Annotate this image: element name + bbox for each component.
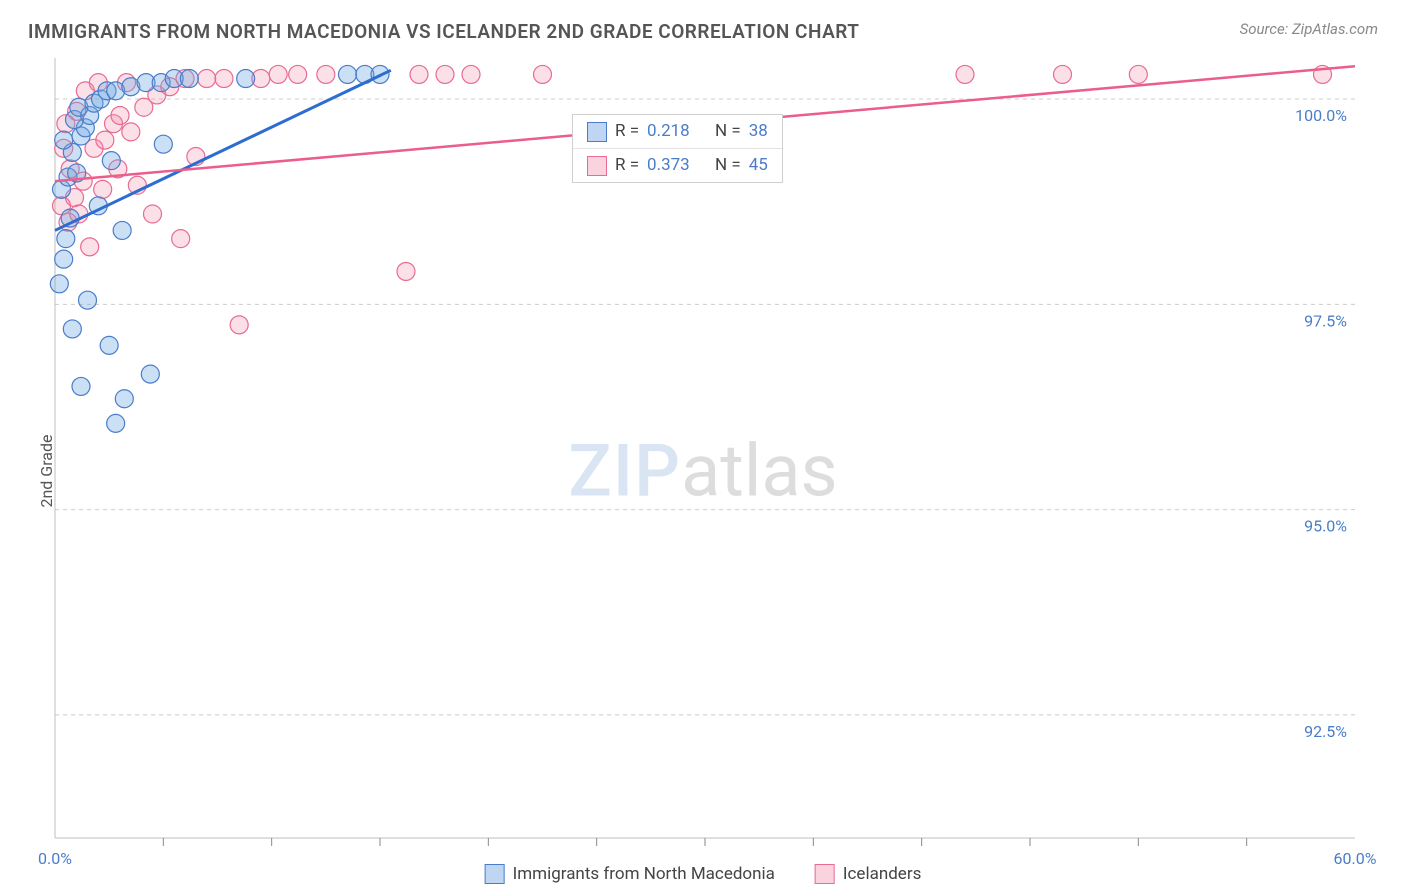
data-point (50, 275, 68, 293)
data-point (410, 65, 428, 83)
legend-row: R = 0.373 N = 45 (573, 148, 782, 182)
legend-swatch (485, 864, 505, 884)
data-point (115, 390, 133, 408)
data-point (180, 70, 198, 88)
series-legend-label: Icelanders (843, 864, 921, 884)
legend-swatch (815, 864, 835, 884)
legend-swatch (587, 156, 607, 176)
chart-header: IMMIGRANTS FROM NORTH MACEDONIA VS ICELA… (0, 0, 1406, 53)
y-tick-label: 100.0% (1295, 106, 1347, 125)
data-point (102, 152, 120, 170)
legend-swatch (587, 122, 607, 142)
series-legend-label: Immigrants from North Macedonia (513, 864, 775, 884)
data-point (289, 65, 307, 83)
data-point (269, 65, 287, 83)
data-point (96, 131, 114, 149)
data-point (55, 250, 73, 268)
data-point (436, 65, 454, 83)
data-point (94, 180, 112, 198)
data-point (81, 238, 99, 256)
data-point (111, 106, 129, 124)
data-point (215, 70, 233, 88)
data-point (144, 205, 162, 223)
data-point (172, 230, 190, 248)
data-point (462, 65, 480, 83)
data-point (339, 65, 357, 83)
legend-n-label: N = (715, 118, 741, 145)
data-point (154, 135, 172, 153)
x-tick-label: 0.0% (38, 849, 72, 868)
correlation-legend: R = 0.218 N = 38 R = 0.373 N = 45 (572, 114, 783, 183)
data-point (63, 320, 81, 338)
legend-r-value: 0.218 (647, 118, 707, 145)
data-point (79, 291, 97, 309)
legend-n-value: 45 (749, 152, 768, 179)
chart-title: IMMIGRANTS FROM NORTH MACEDONIA VS ICELA… (28, 20, 859, 43)
data-point (57, 230, 75, 248)
data-point (397, 262, 415, 280)
series-legend: Immigrants from North Macedonia Icelander… (485, 864, 922, 884)
data-point (237, 70, 255, 88)
data-point (122, 123, 140, 141)
data-point (317, 65, 335, 83)
data-point (141, 365, 159, 383)
data-point (100, 336, 118, 354)
data-point (55, 131, 73, 149)
legend-n-value: 38 (749, 118, 768, 145)
y-tick-label: 92.5% (1304, 722, 1347, 741)
series-legend-item: Immigrants from North Macedonia (485, 864, 775, 884)
chart-source: Source: ZipAtlas.com (1240, 20, 1378, 38)
legend-r-label: R = (615, 152, 639, 179)
chart-area: 2nd Grade 92.5% 95.0% 97.5% 100.0% 0.0% 60.0%… (0, 50, 1406, 892)
data-point (198, 70, 216, 88)
y-axis-label: 2nd Grade (37, 434, 56, 507)
legend-row: R = 0.218 N = 38 (573, 115, 782, 148)
legend-r-label: R = (615, 118, 639, 145)
legend-n-label: N = (715, 152, 741, 179)
data-point (72, 377, 90, 395)
x-tick-label: 60.0% (1334, 849, 1377, 868)
data-point (956, 65, 974, 83)
data-point (113, 221, 131, 239)
y-tick-label: 97.5% (1304, 311, 1347, 330)
y-tick-label: 95.0% (1304, 517, 1347, 536)
data-point (534, 65, 552, 83)
data-point (230, 316, 248, 334)
legend-r-value: 0.373 (647, 152, 707, 179)
data-point (1129, 65, 1147, 83)
series-legend-item: Icelanders (815, 864, 921, 884)
data-point (1054, 65, 1072, 83)
data-point (107, 414, 125, 432)
